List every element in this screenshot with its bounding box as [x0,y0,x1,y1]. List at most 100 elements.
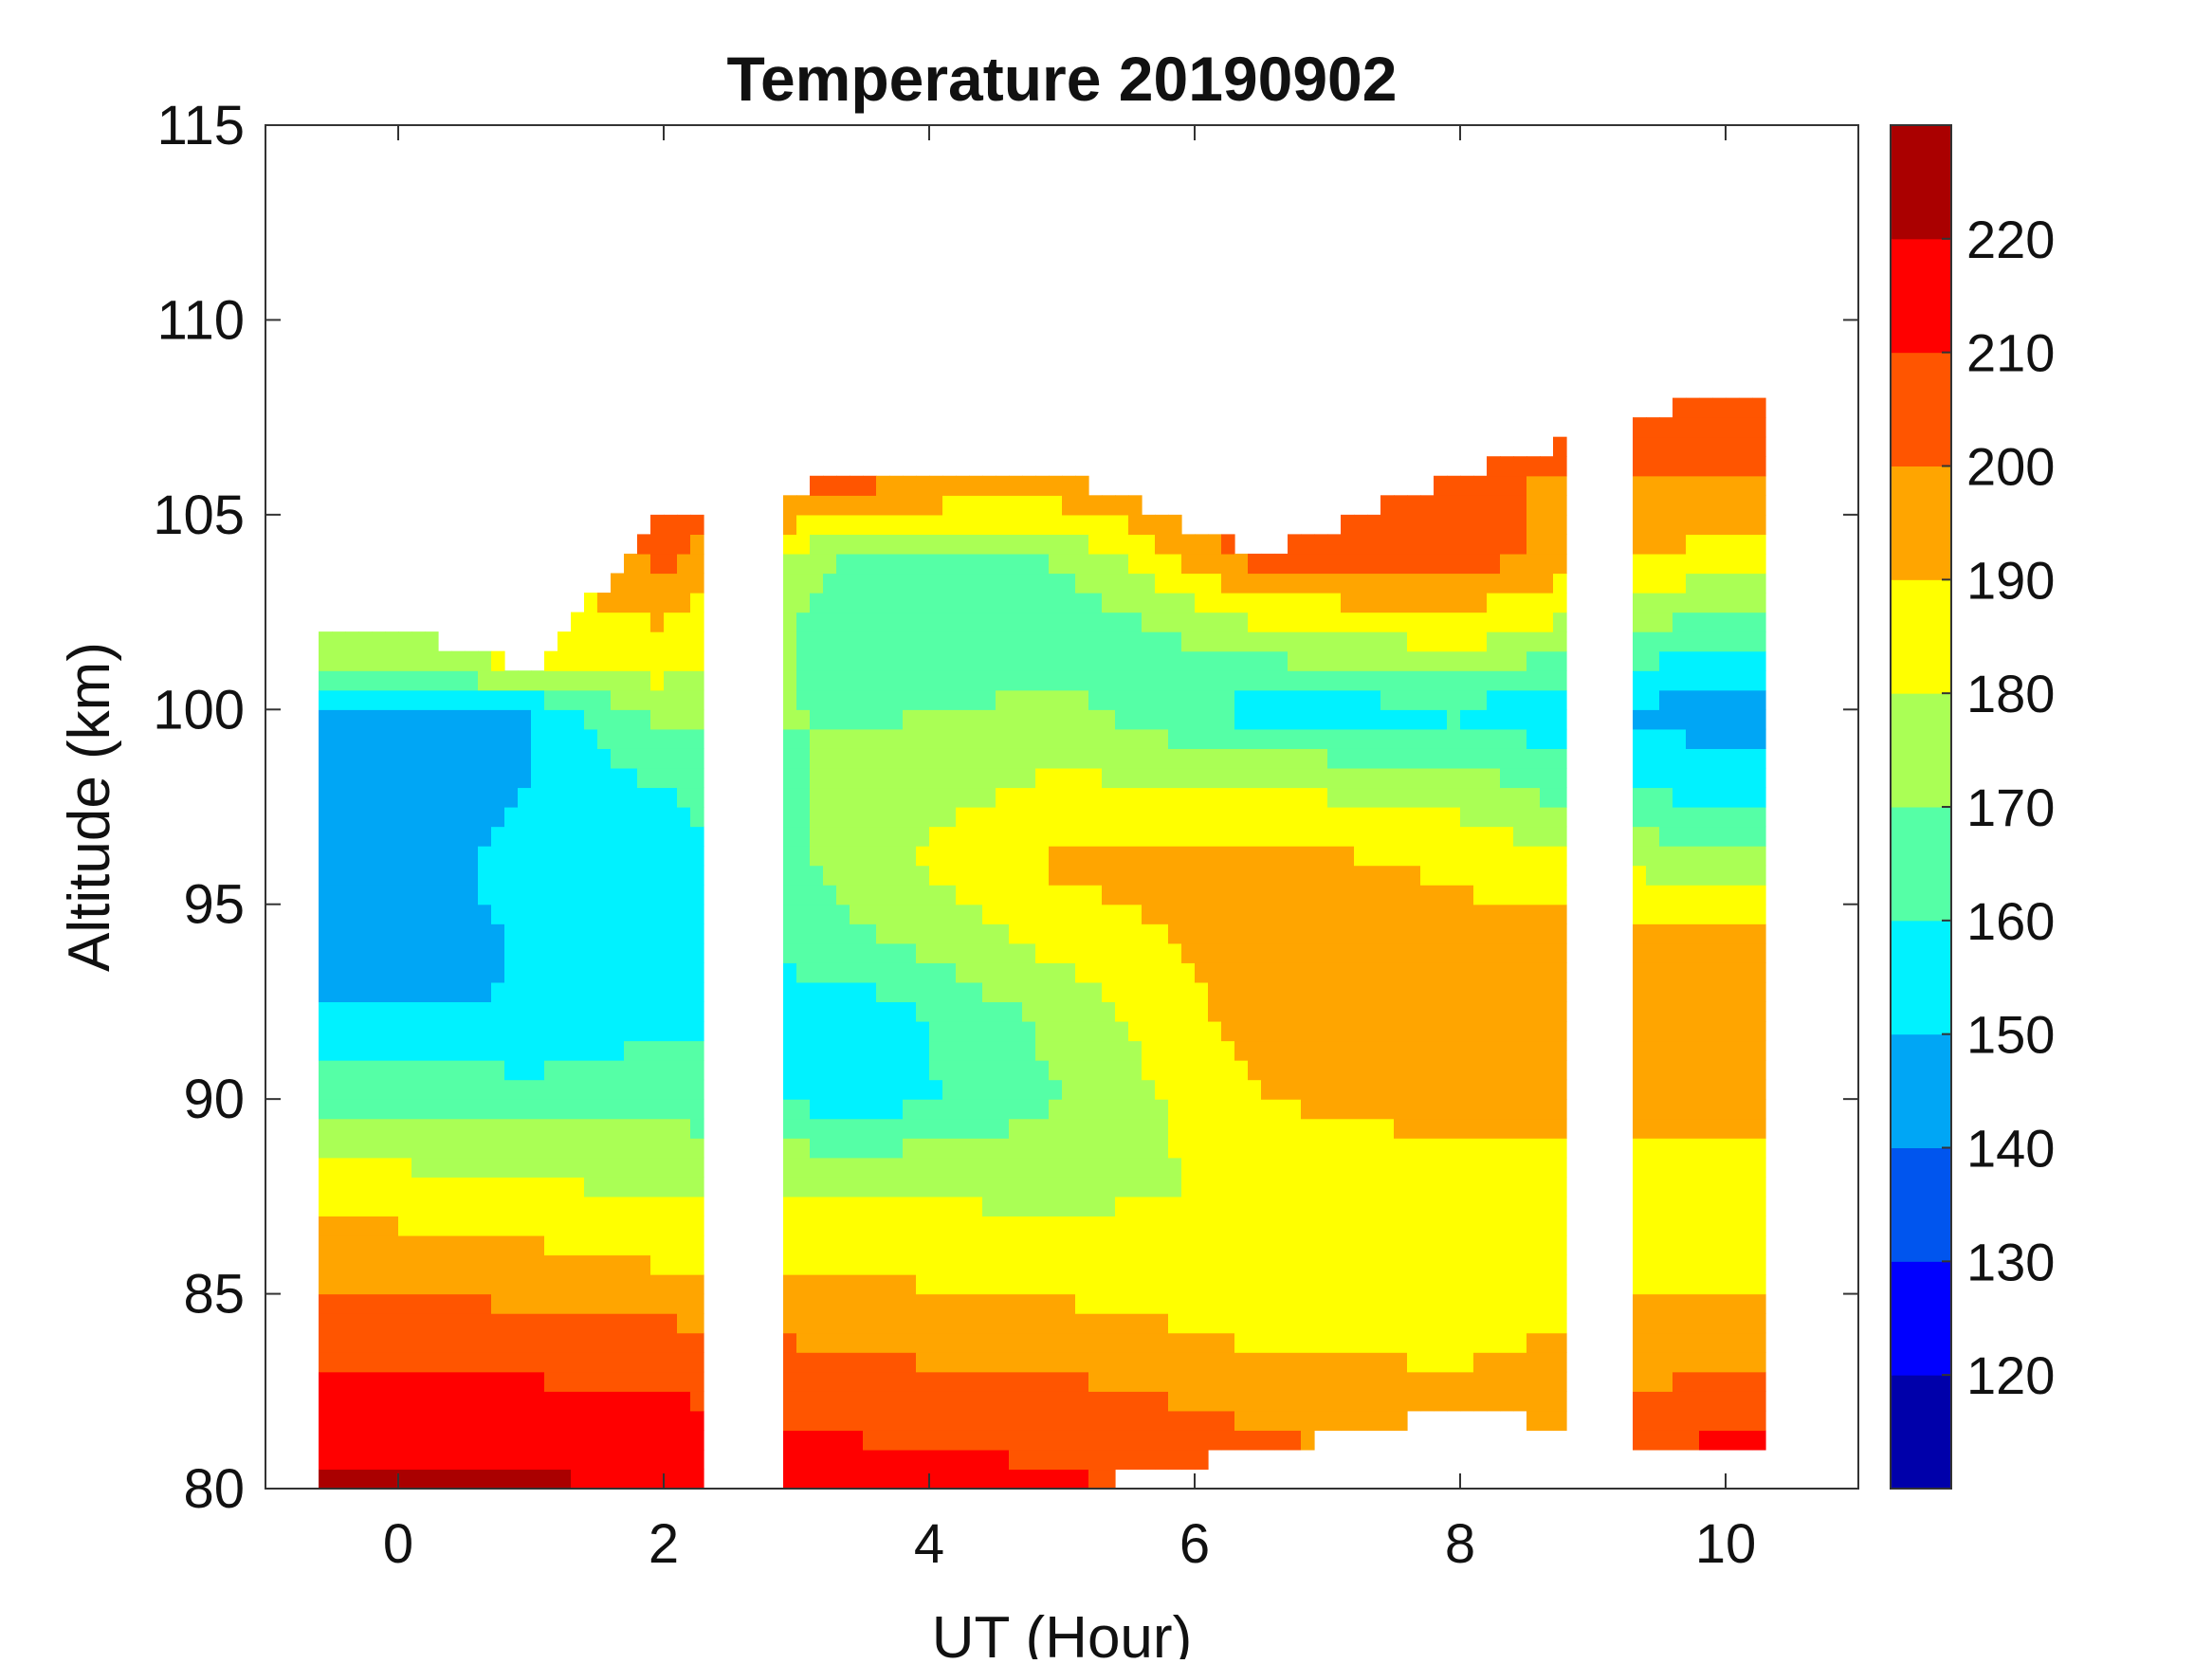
contour-cell [1102,826,1116,847]
contour-cell [1327,1274,1342,1295]
contour-cell [677,807,691,828]
contour-cell [531,1157,545,1178]
contour-cell [1341,593,1355,613]
contour-cell [1447,885,1461,905]
contour-cell [1301,981,1315,1003]
contour-cell [411,865,426,886]
contour-cell [996,1060,1010,1081]
contour-cell [650,865,665,886]
contour-cell [1142,728,1156,749]
contour-cell [810,748,824,769]
contour-cell [889,767,904,789]
contour-cell [1234,981,1249,1003]
contour-cell [1420,1313,1435,1334]
contour-cell [850,1313,864,1334]
contour-cell [956,1138,970,1159]
contour-cell [1102,767,1116,789]
contour-cell [425,904,439,924]
contour-cell [1354,1352,1368,1373]
contour-cell [411,1234,426,1256]
contour-cell [1460,1020,1474,1042]
contour-cell [1208,865,1222,886]
contour-cell [1553,553,1567,575]
contour-cell [1261,689,1275,710]
contour-cell [1327,573,1342,594]
contour-cell [1673,456,1687,477]
contour-cell [1500,1332,1514,1353]
contour-cell [1062,728,1076,749]
contour-cell [889,826,904,847]
contour-cell [518,670,532,691]
contour-cell [677,1060,691,1081]
contour-cell [1367,1332,1381,1353]
contour-cell [850,1020,864,1042]
contour-cell [1752,593,1766,613]
contour-cell [929,748,943,769]
contour-cell [1142,865,1156,886]
contour-cell [956,670,970,691]
contour-cell [823,904,837,924]
contour-cell [385,1410,399,1431]
contour-cell [637,709,651,730]
contour-cell [1380,495,1395,516]
contour-cell [664,1118,678,1139]
contour-cell [385,1469,399,1489]
contour-cell [1434,1293,1448,1314]
contour-cell [385,1234,399,1256]
contour-cell [1009,942,1023,963]
contour-cell [1314,807,1328,828]
contour-cell [332,865,346,886]
contour-cell [1221,1352,1235,1373]
contour-cell [571,709,585,730]
contour-cell [1142,1099,1156,1120]
contour-cell [850,748,864,769]
contour-cell [1726,807,1740,828]
contour-cell [823,1332,837,1353]
contour-cell [876,1118,890,1139]
contour-cell [1234,1157,1249,1178]
contour-cell [1155,1371,1169,1392]
contour-cell [584,904,598,924]
contour-cell [810,1449,824,1471]
contour-cell [531,1313,545,1334]
contour-cell [411,904,426,924]
contour-cell [1075,689,1089,710]
contour-cell [690,1157,704,1178]
contour-cell [1128,885,1143,905]
contour-cell [783,885,797,905]
contour-cell [1075,1293,1089,1314]
contour-cell [942,846,957,867]
contour-cell [544,1060,558,1081]
contour-cell [1553,1254,1567,1275]
contour-cell [850,709,864,730]
contour-cell [1102,981,1116,1003]
contour-cell [491,1138,505,1159]
contour-cell [1261,670,1275,691]
contour-cell [982,748,996,769]
contour-cell [929,593,943,613]
contour-cell [863,709,877,730]
contour-cell [969,1332,983,1353]
contour-cell [1009,807,1023,828]
colorbar-tick-label: 130 [1966,1232,2055,1291]
contour-cell [358,1449,373,1471]
contour-cell [903,787,917,808]
contour-cell [1049,689,1063,710]
contour-cell [783,650,797,671]
contour-cell [1142,1352,1156,1373]
contour-cell [836,1469,850,1489]
contour-cell [358,885,373,905]
contour-cell [823,689,837,710]
contour-cell [1035,475,1050,496]
contour-cell [584,1274,598,1295]
contour-cell [1752,1099,1766,1120]
contour-cell [996,553,1010,575]
contour-cell [558,1177,572,1198]
contour-cell [1075,1274,1089,1295]
contour-cell [1553,962,1567,983]
contour-cell [1752,865,1766,886]
contour-cell [319,1391,333,1412]
contour-cell [1341,612,1355,632]
contour-cell [956,1449,970,1471]
contour-cell [1473,1313,1488,1334]
